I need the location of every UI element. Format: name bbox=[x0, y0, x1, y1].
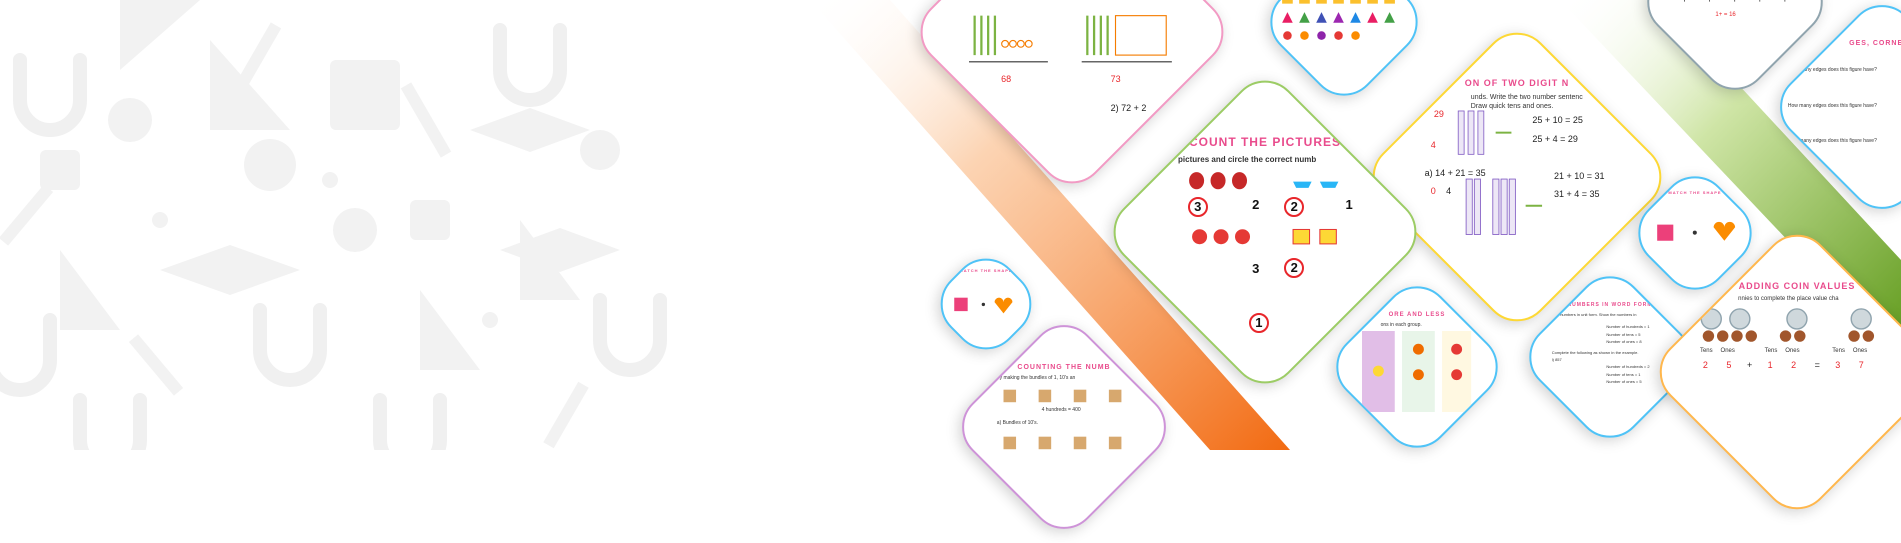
table-header: Ones bbox=[1785, 348, 1799, 354]
graduation-cap-icon bbox=[500, 228, 620, 272]
more-less-panels bbox=[1362, 331, 1471, 413]
triangle-ruler-icon bbox=[420, 290, 480, 370]
list-item: Number of hundreds = 1 bbox=[1606, 324, 1649, 329]
apple-icons bbox=[1191, 226, 1255, 245]
number-label: 4 bbox=[1431, 140, 1436, 150]
number-label: 29 bbox=[1434, 109, 1444, 119]
triangle-ruler-icon bbox=[120, 0, 200, 70]
operator: = bbox=[1815, 360, 1820, 370]
table-cell: 2 bbox=[1791, 360, 1796, 370]
tens-blocks bbox=[1462, 177, 1548, 239]
instruction-text: Complete the following as shown in the e… bbox=[1552, 350, 1639, 355]
graduation-cap-icon bbox=[160, 245, 300, 295]
answer-circle[interactable]: 2 bbox=[1284, 258, 1304, 278]
instruction-text: a) Bundles of 10's. bbox=[997, 420, 1038, 426]
number-label: 0 bbox=[1431, 186, 1436, 196]
instruction-text: unds. Write the two number sentenc bbox=[1471, 94, 1583, 101]
instruction-text: by making the bundles of 1, 10's an bbox=[997, 375, 1076, 381]
answer-circle[interactable]: 2 bbox=[1284, 197, 1304, 217]
pencil-icon bbox=[401, 82, 451, 157]
number-label: 4 bbox=[1446, 186, 1451, 196]
table-cell: 3 bbox=[1835, 360, 1840, 370]
table-cell: 5 bbox=[1726, 360, 1731, 370]
table-header: Tens bbox=[1832, 348, 1845, 354]
bundle-icons bbox=[1001, 434, 1126, 452]
table-header: Ones bbox=[1721, 348, 1735, 354]
equation: 21 + 10 = 31 bbox=[1554, 171, 1605, 181]
answer-a: 68 bbox=[1001, 74, 1011, 84]
table-cell: 1 bbox=[1768, 360, 1773, 370]
table-header: Tens bbox=[1765, 348, 1778, 354]
triangle-ruler-icon bbox=[60, 250, 120, 330]
pencil-icon bbox=[231, 22, 281, 97]
table-cell: 7 bbox=[1859, 360, 1864, 370]
magnet-icon bbox=[20, 60, 80, 130]
match-shapes bbox=[1652, 206, 1738, 260]
coin-icons bbox=[1697, 307, 1897, 342]
star-icon bbox=[482, 312, 498, 328]
tens-blocks bbox=[1455, 109, 1517, 158]
lightbulb-icon bbox=[108, 98, 152, 142]
magnet-icon bbox=[80, 400, 140, 450]
star-icon bbox=[322, 172, 338, 188]
square-icon bbox=[330, 60, 400, 130]
tens-ones-drawing bbox=[969, 6, 1194, 70]
bundle-icons bbox=[1001, 387, 1126, 405]
square-icon bbox=[40, 150, 80, 190]
list-item: Number of hundreds = 2 bbox=[1606, 364, 1649, 369]
answer-b: 73 bbox=[1111, 74, 1121, 84]
triangle-ruler-icon bbox=[210, 40, 290, 130]
answer-option[interactable]: 3 bbox=[1252, 261, 1259, 276]
magnet-icon bbox=[380, 400, 440, 450]
equation: 25 + 10 = 25 bbox=[1532, 115, 1583, 125]
star-icon bbox=[152, 212, 168, 228]
table-header: Ones bbox=[1853, 348, 1867, 354]
instruction-text: nnies to complete the place value cha bbox=[1738, 296, 1838, 302]
pencil-icon bbox=[0, 184, 53, 245]
answer-circle[interactable]: 1 bbox=[1249, 313, 1269, 333]
square-icon bbox=[410, 200, 450, 240]
number-line bbox=[1672, 0, 1797, 6]
table-header: Tens bbox=[1700, 348, 1713, 354]
pencil-icon bbox=[129, 334, 183, 395]
list-item: Number of tens = 5 bbox=[1606, 332, 1640, 337]
instruction-text: ons in each group. bbox=[1381, 322, 1422, 328]
example-2: 2) 72 + 2 bbox=[1111, 103, 1147, 113]
lightbulb-icon bbox=[244, 139, 296, 191]
magnet-icon bbox=[600, 300, 660, 370]
ladybug-icons bbox=[1188, 171, 1252, 190]
table-cell: 2 bbox=[1703, 360, 1708, 370]
equation: 31 + 4 = 35 bbox=[1554, 189, 1600, 199]
instruction-text: pictures and circle the correct numb bbox=[1178, 155, 1316, 164]
boat-icons bbox=[1291, 171, 1343, 190]
graduation-cap-icon bbox=[470, 108, 590, 152]
answer-option[interactable]: 1 bbox=[1346, 197, 1353, 212]
lightbulb-icon bbox=[333, 208, 377, 252]
instruction-text: digit numbers in unit form. Show the num… bbox=[1552, 312, 1637, 317]
magnet-icon bbox=[260, 310, 320, 380]
example: i) 857 bbox=[1552, 357, 1562, 362]
equation: 4 hundreds = 400 bbox=[1042, 407, 1081, 413]
answer-option[interactable]: 2 bbox=[1252, 197, 1259, 212]
list-item: Number of ones = 8 bbox=[1606, 339, 1641, 344]
operator: + bbox=[1747, 360, 1752, 370]
pencil-icon bbox=[543, 382, 588, 449]
match-shapes bbox=[952, 282, 1019, 327]
list-item: Number of ones = 5 bbox=[1606, 379, 1641, 384]
gift-icons bbox=[1291, 226, 1343, 245]
answer-circle[interactable]: 3 bbox=[1188, 197, 1208, 217]
list-item: Number of tens = 1 bbox=[1606, 372, 1640, 377]
magnet-icon bbox=[500, 30, 560, 100]
pattern-shapes bbox=[1280, 0, 1408, 61]
magnet-icon bbox=[0, 320, 50, 390]
equation: 1+ = 16 bbox=[1715, 12, 1735, 18]
equation: 25 + 4 = 29 bbox=[1532, 134, 1578, 144]
question-text: How many edges does this figure have? bbox=[1788, 103, 1877, 109]
lightbulb-icon bbox=[580, 130, 620, 170]
